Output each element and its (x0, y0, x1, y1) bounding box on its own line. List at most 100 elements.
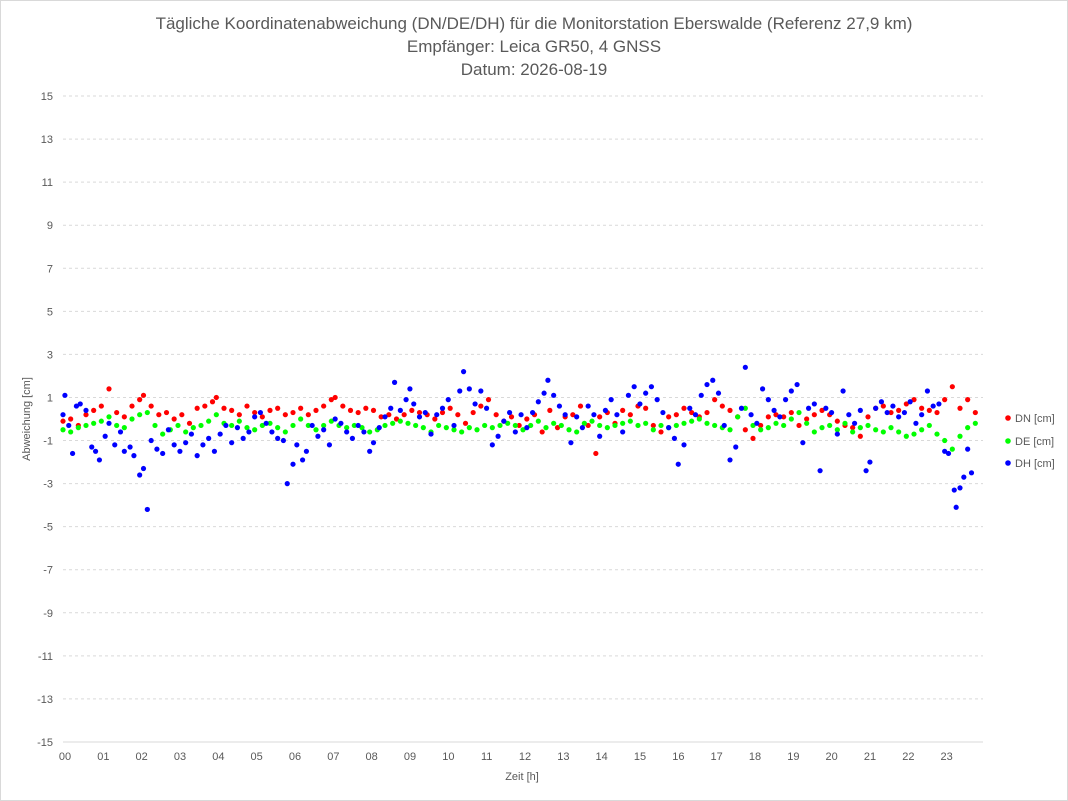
data-point (643, 390, 649, 396)
data-point (459, 429, 465, 435)
data-point (148, 403, 154, 409)
data-point (896, 429, 902, 435)
data-point (568, 440, 574, 446)
data-point (298, 405, 304, 411)
data-point (710, 377, 716, 383)
data-point (460, 369, 467, 375)
data-point (165, 427, 172, 433)
data-point (949, 384, 955, 390)
data-point (585, 403, 591, 409)
data-point (370, 407, 377, 413)
data-point (508, 414, 515, 420)
data-point (654, 397, 660, 403)
data-point (660, 409, 666, 416)
data-point (658, 422, 664, 429)
data-point (585, 422, 591, 429)
data-point (305, 412, 311, 418)
data-point (259, 422, 265, 429)
data-point (144, 409, 150, 416)
data-point (478, 403, 484, 409)
data-point (520, 427, 526, 433)
data-point (397, 418, 403, 424)
data-point (880, 429, 886, 435)
data-point (284, 481, 290, 487)
data-point (457, 388, 463, 394)
data-point (727, 457, 733, 463)
data-point (275, 435, 281, 441)
data-point (648, 384, 655, 390)
data-point (637, 401, 643, 407)
data-point (198, 422, 204, 429)
data-point (926, 422, 932, 429)
data-point (681, 420, 687, 426)
legend-label: DH [cm] (1015, 458, 1055, 470)
x-tick-label: 18 (749, 751, 761, 763)
data-point (83, 412, 89, 418)
data-point (474, 427, 480, 433)
x-tick-label: 08 (366, 751, 378, 763)
data-point (188, 431, 195, 437)
data-point (183, 440, 189, 446)
data-point (692, 412, 699, 418)
legend-marker (1005, 460, 1011, 466)
data-point (221, 405, 227, 411)
data-point (75, 425, 81, 431)
legend-entry: DN [cm] (1005, 413, 1055, 425)
data-point (782, 397, 789, 403)
y-tick-label: -3 (43, 479, 53, 491)
data-point (687, 405, 693, 411)
data-point (445, 397, 451, 403)
data-point (62, 392, 68, 398)
data-point (69, 450, 76, 457)
data-point (597, 433, 603, 439)
data-point (593, 450, 599, 457)
data-point (194, 453, 200, 459)
data-point (965, 397, 971, 403)
data-point (179, 412, 185, 418)
data-point (547, 407, 553, 413)
data-point (602, 407, 609, 413)
data-point (689, 409, 695, 416)
data-point (727, 427, 733, 433)
x-tick-label: 16 (672, 751, 684, 763)
data-point (121, 414, 127, 420)
data-point (68, 429, 74, 435)
data-point (516, 422, 522, 429)
data-point (857, 425, 863, 431)
data-point (156, 412, 162, 418)
data-point (313, 407, 319, 413)
x-axis-tick-labels: 00 01 02 03 04 05 06 07 08 09 10 11 12 13 14 15 16 17 18 19… (59, 751, 953, 763)
data-point (953, 504, 959, 510)
data-point (213, 412, 219, 418)
data-point (137, 412, 143, 418)
data-point (827, 422, 833, 429)
data-point (773, 420, 779, 426)
data-point (183, 429, 189, 435)
data-point (704, 381, 710, 388)
data-point (597, 422, 603, 429)
data-point (137, 472, 143, 478)
data-point (382, 422, 388, 429)
data-point (765, 425, 771, 431)
data-point (294, 442, 300, 448)
data-point (386, 412, 392, 418)
data-point (781, 422, 787, 429)
data-point (60, 412, 66, 418)
data-point (447, 405, 453, 411)
data-point (275, 405, 281, 411)
y-tick-label: 13 (41, 134, 53, 146)
data-point (190, 425, 196, 431)
x-tick-label: 06 (289, 751, 301, 763)
data-point (275, 425, 281, 431)
data-point (840, 388, 846, 394)
data-point (462, 420, 469, 426)
data-point (719, 403, 725, 409)
data-point (367, 448, 373, 454)
data-point (355, 422, 361, 429)
data-point (299, 457, 306, 463)
data-point (229, 407, 235, 413)
legend-label: DE [cm] (1015, 436, 1054, 448)
data-point (811, 412, 817, 418)
data-point (765, 397, 771, 403)
data-point (485, 397, 492, 403)
